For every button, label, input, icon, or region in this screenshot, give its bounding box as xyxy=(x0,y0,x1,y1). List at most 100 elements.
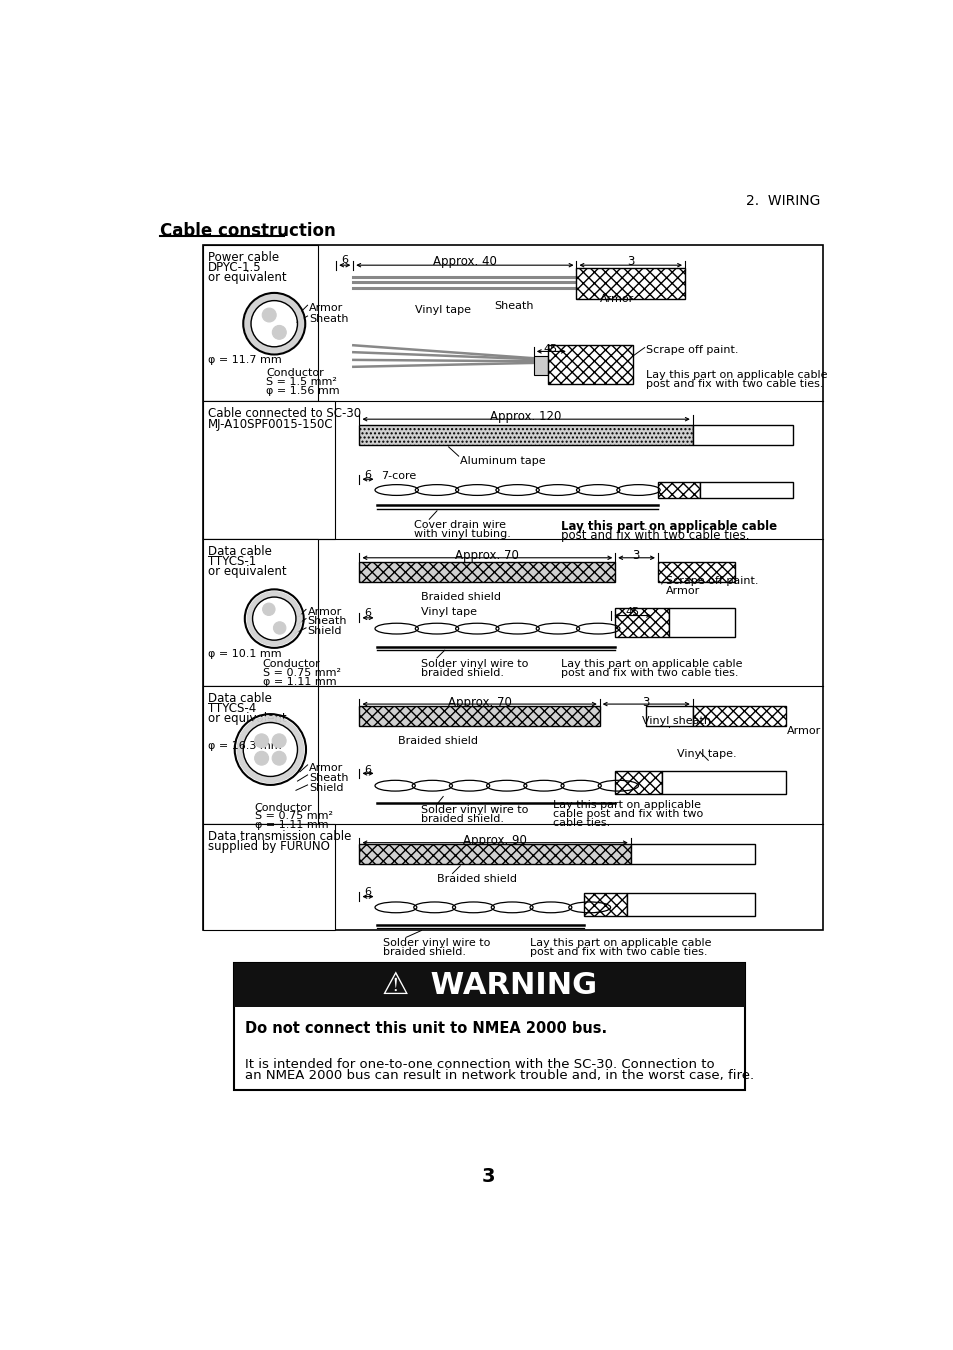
Text: Cable connected to SC-30: Cable connected to SC-30 xyxy=(208,406,360,420)
Text: Conductor: Conductor xyxy=(262,659,320,668)
Text: Sheath: Sheath xyxy=(307,617,347,626)
Text: Armor: Armor xyxy=(309,302,343,313)
Text: Lay this part on applicable cable: Lay this part on applicable cable xyxy=(560,659,741,668)
Text: Approx. 120: Approx. 120 xyxy=(490,410,561,423)
Text: 6: 6 xyxy=(341,255,348,265)
Text: φ = 11.7 mm: φ = 11.7 mm xyxy=(208,355,281,366)
Text: Power cable: Power cable xyxy=(208,251,278,265)
Text: 45: 45 xyxy=(543,344,558,355)
Bar xyxy=(658,482,700,498)
Text: Lay this part on applicable cable: Lay this part on applicable cable xyxy=(530,938,711,948)
Bar xyxy=(233,963,744,1007)
Text: Braided shield: Braided shield xyxy=(397,736,477,745)
Text: post and fix with two cable ties.: post and fix with two cable ties. xyxy=(645,379,822,389)
Text: Armor: Armor xyxy=(307,608,341,617)
Text: supplied by FURUNO: supplied by FURUNO xyxy=(208,840,329,853)
Text: braided shield.: braided shield. xyxy=(421,814,504,825)
Text: Vinyl tape: Vinyl tape xyxy=(415,305,471,315)
Text: φ = 1.11 mm: φ = 1.11 mm xyxy=(262,678,335,687)
Circle shape xyxy=(254,752,269,765)
Text: Scrape off paint.: Scrape off paint. xyxy=(665,576,758,586)
Bar xyxy=(203,686,317,825)
Text: 6: 6 xyxy=(364,608,371,618)
Bar xyxy=(615,608,669,637)
Bar xyxy=(203,401,335,539)
Text: Solder vinyl wire to: Solder vinyl wire to xyxy=(382,938,490,948)
Text: DPYC-1.5: DPYC-1.5 xyxy=(208,262,261,274)
Bar xyxy=(359,425,692,446)
Bar xyxy=(203,825,335,930)
Text: MJ-A10SPF0015-150C: MJ-A10SPF0015-150C xyxy=(208,417,333,431)
Circle shape xyxy=(262,603,274,616)
Text: Solder vinyl wire to: Solder vinyl wire to xyxy=(421,659,528,668)
Bar xyxy=(534,356,547,375)
Text: Aluminum tape: Aluminum tape xyxy=(459,456,545,466)
Text: Sheath: Sheath xyxy=(495,301,534,310)
Text: Lay this part on applicable cable: Lay this part on applicable cable xyxy=(645,370,827,379)
Bar xyxy=(658,562,735,582)
Circle shape xyxy=(254,734,269,748)
Bar xyxy=(661,771,785,794)
Text: Vinyl tape.: Vinyl tape. xyxy=(677,749,736,759)
Text: cable post and fix with two: cable post and fix with two xyxy=(553,809,702,819)
Text: Vinyl tape: Vinyl tape xyxy=(421,608,477,617)
Text: Approx. 70: Approx. 70 xyxy=(447,695,511,709)
Bar xyxy=(576,269,684,300)
Bar xyxy=(692,425,793,446)
Bar xyxy=(203,539,317,686)
Text: Data cable: Data cable xyxy=(208,691,272,705)
Circle shape xyxy=(262,308,276,321)
Text: cable ties.: cable ties. xyxy=(553,818,610,828)
Bar xyxy=(203,246,317,401)
Bar xyxy=(630,844,754,864)
Text: 3: 3 xyxy=(481,1166,496,1185)
Text: with vinyl tubing.: with vinyl tubing. xyxy=(414,529,510,539)
Text: or equivalent: or equivalent xyxy=(208,711,286,725)
Text: S = 0.75 mm²: S = 0.75 mm² xyxy=(254,811,333,821)
Bar xyxy=(645,706,692,726)
Bar xyxy=(203,246,822,930)
Bar xyxy=(547,346,633,383)
Bar xyxy=(359,562,615,582)
Text: Armor: Armor xyxy=(599,294,634,304)
Bar xyxy=(583,892,626,915)
Text: Scrape off paint.: Scrape off paint. xyxy=(645,346,738,355)
Text: 45: 45 xyxy=(624,608,639,617)
Circle shape xyxy=(272,734,286,748)
Text: or equivalent: or equivalent xyxy=(208,271,286,285)
Bar xyxy=(615,771,661,794)
Text: Sheath: Sheath xyxy=(309,772,348,783)
Bar xyxy=(626,892,754,915)
Bar xyxy=(700,482,793,498)
Text: Armor: Armor xyxy=(665,586,700,595)
Text: Shield: Shield xyxy=(309,783,343,792)
Text: Braided shield: Braided shield xyxy=(421,591,501,602)
Bar xyxy=(669,608,735,637)
Text: S = 1.5 mm²: S = 1.5 mm² xyxy=(266,377,337,387)
Text: TTYCS-1: TTYCS-1 xyxy=(208,555,255,568)
Text: an NMEA 2000 bus can result in network trouble and, in the worst case, fire.: an NMEA 2000 bus can result in network t… xyxy=(245,1069,753,1083)
Text: Conductor: Conductor xyxy=(266,367,324,378)
Text: post and fix with two cable ties.: post and fix with two cable ties. xyxy=(560,529,749,543)
Text: TTYCS-4: TTYCS-4 xyxy=(208,702,255,714)
Text: 6: 6 xyxy=(364,470,371,481)
Text: 7-core: 7-core xyxy=(381,471,416,481)
Text: Shield: Shield xyxy=(307,625,342,636)
Text: Braided shield: Braided shield xyxy=(436,875,517,884)
Text: Data cable: Data cable xyxy=(208,545,272,559)
Text: φ = 16.3 mm: φ = 16.3 mm xyxy=(208,741,281,751)
Text: 3: 3 xyxy=(642,695,649,709)
Circle shape xyxy=(274,622,286,634)
Bar xyxy=(359,844,630,864)
Text: braided shield.: braided shield. xyxy=(382,948,465,957)
Text: Vinyl sheath: Vinyl sheath xyxy=(641,717,711,726)
Text: Sheath: Sheath xyxy=(309,313,348,324)
Text: φ = 1.11 mm: φ = 1.11 mm xyxy=(254,821,328,830)
Text: Armor: Armor xyxy=(309,763,343,772)
Text: post and fix with two cable ties.: post and fix with two cable ties. xyxy=(530,948,707,957)
Text: Cover drain wire: Cover drain wire xyxy=(414,520,505,531)
Text: Armor: Armor xyxy=(786,726,821,736)
Text: Approx. 90: Approx. 90 xyxy=(463,834,526,848)
Bar xyxy=(692,706,785,726)
Text: Conductor: Conductor xyxy=(254,803,313,813)
